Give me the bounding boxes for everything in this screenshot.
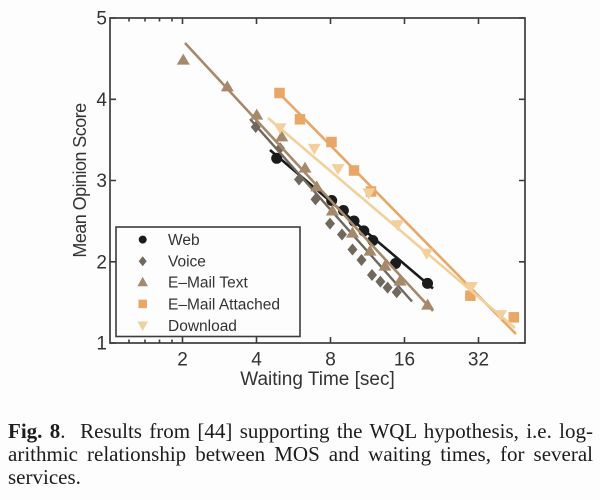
svg-text:8: 8 [325, 350, 336, 371]
svg-text:2: 2 [96, 252, 107, 273]
svg-text:3: 3 [96, 171, 107, 192]
svg-text:E–Mail Attached: E–Mail Attached [168, 296, 280, 313]
svg-text:4: 4 [96, 90, 107, 111]
svg-text:Mean Opinion Score: Mean Opinion Score [70, 103, 90, 258]
svg-text:Web: Web [168, 232, 200, 249]
svg-text:Waiting Time [sec]: Waiting Time [sec] [240, 369, 395, 390]
svg-text:Download: Download [168, 318, 237, 335]
svg-text:Voice: Voice [168, 254, 206, 271]
svg-text:4: 4 [251, 350, 262, 371]
svg-text:5: 5 [96, 9, 107, 30]
svg-text:16: 16 [394, 350, 415, 371]
svg-text:1: 1 [96, 334, 107, 355]
svg-text:E–Mail Text: E–Mail Text [168, 275, 249, 292]
svg-text:2: 2 [177, 350, 188, 371]
svg-text:32: 32 [468, 350, 489, 371]
